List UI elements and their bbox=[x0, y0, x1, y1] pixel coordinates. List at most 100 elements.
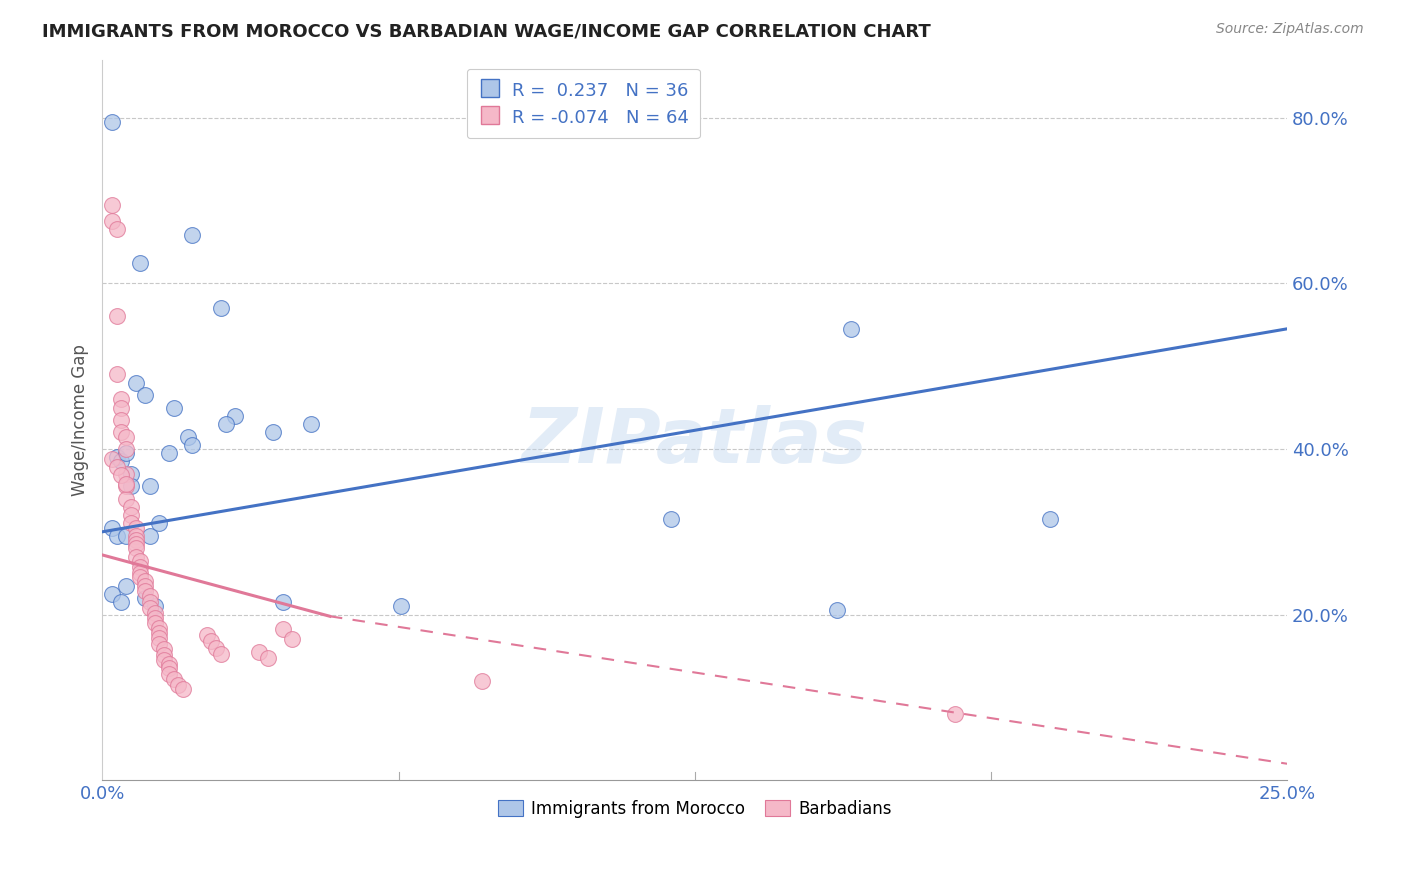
Point bbox=[110, 468, 132, 483]
Point bbox=[271, 595, 294, 609]
Point bbox=[124, 529, 146, 543]
Point bbox=[157, 661, 180, 675]
Point bbox=[195, 628, 218, 642]
Point bbox=[124, 521, 146, 535]
Point bbox=[177, 429, 200, 443]
Point bbox=[839, 322, 862, 336]
Point bbox=[120, 479, 142, 493]
Y-axis label: Wage/Income Gap: Wage/Income Gap bbox=[72, 344, 89, 496]
Point bbox=[105, 450, 128, 465]
Point bbox=[205, 640, 228, 655]
Point bbox=[115, 476, 138, 491]
Point bbox=[134, 388, 156, 402]
Point bbox=[209, 301, 232, 315]
Point bbox=[271, 622, 294, 636]
Point bbox=[153, 648, 176, 663]
Point bbox=[281, 632, 304, 647]
Point bbox=[1039, 512, 1062, 526]
Point bbox=[162, 401, 184, 415]
Point bbox=[124, 376, 146, 390]
Point bbox=[129, 566, 152, 581]
Point bbox=[101, 521, 124, 535]
Point bbox=[101, 114, 124, 128]
Point bbox=[139, 595, 162, 609]
Point bbox=[167, 678, 190, 692]
Point bbox=[124, 533, 146, 547]
Point bbox=[945, 706, 967, 721]
Point bbox=[134, 579, 156, 593]
Point bbox=[157, 657, 180, 672]
Point bbox=[129, 255, 152, 269]
Point bbox=[129, 570, 152, 584]
Point bbox=[148, 516, 170, 531]
Point bbox=[105, 460, 128, 475]
Point bbox=[143, 615, 166, 630]
Point bbox=[134, 591, 156, 605]
Point bbox=[120, 500, 142, 514]
Text: ZIPatlas: ZIPatlas bbox=[522, 405, 868, 479]
Point bbox=[148, 637, 170, 651]
Point bbox=[153, 653, 176, 667]
Point bbox=[120, 508, 142, 523]
Point bbox=[120, 516, 142, 531]
Point bbox=[262, 425, 284, 440]
Legend: Immigrants from Morocco, Barbadians: Immigrants from Morocco, Barbadians bbox=[489, 791, 900, 826]
Point bbox=[101, 587, 124, 601]
Point bbox=[181, 438, 204, 452]
Point bbox=[120, 467, 142, 481]
Point bbox=[129, 559, 152, 574]
Point bbox=[124, 537, 146, 551]
Point bbox=[148, 621, 170, 635]
Point bbox=[200, 634, 222, 648]
Point bbox=[134, 584, 156, 599]
Point bbox=[153, 642, 176, 657]
Point bbox=[257, 650, 280, 665]
Point bbox=[105, 222, 128, 236]
Point bbox=[214, 417, 236, 431]
Point bbox=[101, 197, 124, 211]
Text: Source: ZipAtlas.com: Source: ZipAtlas.com bbox=[1216, 22, 1364, 37]
Point bbox=[115, 491, 138, 506]
Point bbox=[162, 672, 184, 686]
Point bbox=[110, 392, 132, 407]
Point bbox=[115, 529, 138, 543]
Point bbox=[172, 682, 194, 697]
Point bbox=[101, 451, 124, 466]
Point bbox=[124, 549, 146, 564]
Point bbox=[247, 645, 270, 659]
Point bbox=[115, 467, 138, 481]
Point bbox=[389, 599, 412, 614]
Point bbox=[105, 368, 128, 382]
Point bbox=[148, 625, 170, 640]
Point bbox=[101, 214, 124, 228]
Point bbox=[110, 454, 132, 468]
Point bbox=[139, 590, 162, 604]
Point bbox=[825, 603, 848, 617]
Point bbox=[139, 601, 162, 615]
Point bbox=[139, 479, 162, 493]
Point bbox=[134, 574, 156, 589]
Point bbox=[659, 512, 682, 526]
Point bbox=[115, 442, 138, 456]
Point bbox=[105, 310, 128, 324]
Point bbox=[470, 673, 492, 688]
Point bbox=[224, 409, 246, 423]
Point bbox=[115, 429, 138, 443]
Point bbox=[124, 541, 146, 556]
Point bbox=[139, 529, 162, 543]
Point bbox=[105, 529, 128, 543]
Point bbox=[115, 579, 138, 593]
Point bbox=[115, 479, 138, 493]
Point bbox=[110, 425, 132, 440]
Point bbox=[143, 599, 166, 614]
Point bbox=[115, 446, 138, 460]
Point bbox=[157, 667, 180, 681]
Point bbox=[148, 631, 170, 645]
Point bbox=[129, 554, 152, 568]
Point bbox=[143, 611, 166, 625]
Point bbox=[299, 417, 322, 431]
Point bbox=[181, 228, 204, 243]
Point bbox=[110, 595, 132, 609]
Point bbox=[110, 401, 132, 415]
Point bbox=[110, 413, 132, 427]
